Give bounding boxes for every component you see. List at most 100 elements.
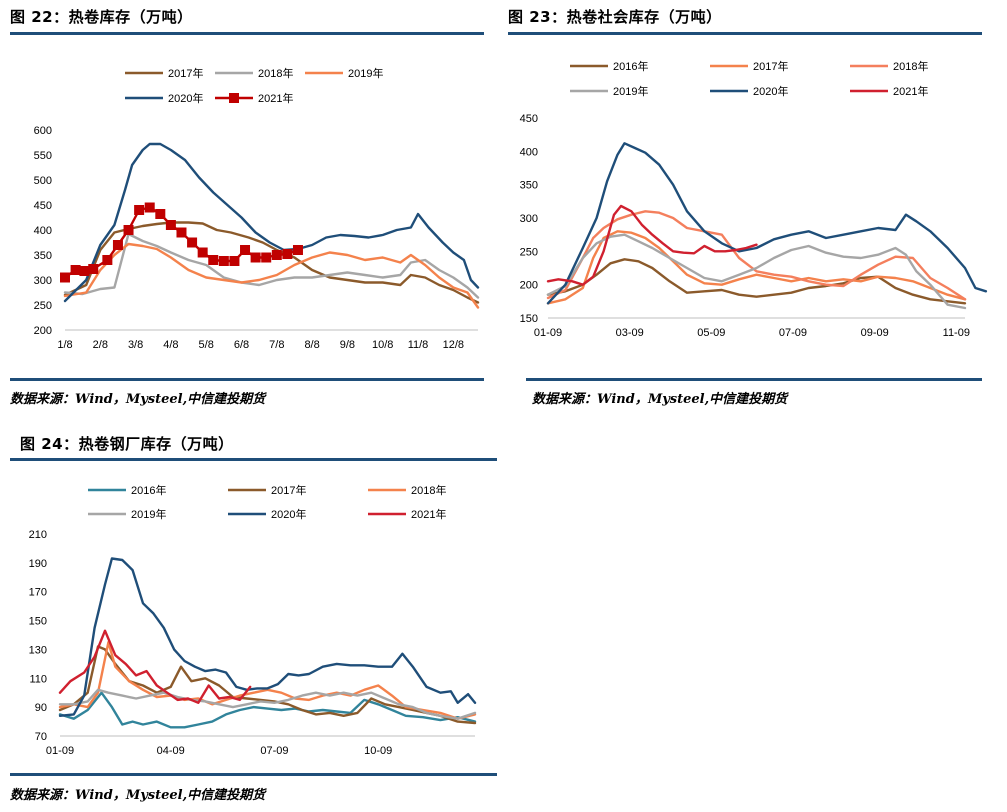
figure-22-rule <box>10 32 484 35</box>
legend-label-2019年: 2019年 <box>131 507 166 521</box>
legend-label-2018年: 2018年 <box>258 66 293 80</box>
series-line-2018年 <box>546 210 967 301</box>
y-tick-label: 250 <box>520 246 538 258</box>
series-line-2021年 <box>546 204 758 286</box>
series-marker-2021年 <box>240 245 251 255</box>
series-line-2018年 <box>58 641 477 720</box>
x-tick-label: 9/8 <box>340 339 355 351</box>
y-tick-label: 550 <box>34 150 52 162</box>
series-line-2021年 <box>58 629 252 704</box>
legend-label-2018年: 2018年 <box>893 59 928 73</box>
legend-label-2020年: 2020年 <box>753 84 788 98</box>
legend-label-2021年: 2021年 <box>258 91 293 105</box>
x-tick-label: 7/8 <box>269 339 284 351</box>
hot-coil-mill-inventory-chart: 70 90 110 130 150 170 190 210 01-09 04-09 07-09 10-… <box>29 483 477 757</box>
legend-label-2016年: 2016年 <box>613 59 648 73</box>
series-marker-2021年 <box>229 256 240 266</box>
series-marker-2021年 <box>208 255 219 265</box>
series-line-2017年 <box>58 645 477 725</box>
series-marker-2021年 <box>282 249 293 259</box>
x-tick-label: 10-09 <box>364 745 392 757</box>
series-line-2016年 <box>546 258 967 305</box>
figure-24-rule <box>10 458 497 461</box>
series-marker-2021年 <box>144 202 155 213</box>
legend-label-2019年: 2019年 <box>348 66 383 80</box>
figure-22-bottom-rule <box>10 378 484 381</box>
series-marker-2021年 <box>187 237 198 248</box>
series-marker-2021年 <box>70 265 81 275</box>
y-tick-label: 400 <box>34 225 52 237</box>
legend-label-2020年: 2020年 <box>168 91 203 105</box>
y-tick-label: 210 <box>29 529 47 541</box>
legend-label-2018年: 2018年 <box>411 483 446 497</box>
legend-label-2021年: 2021年 <box>411 507 446 521</box>
series-line-2020年 <box>63 142 480 303</box>
figure-24-source: 数据来源：Wind，Mysteel,中信建投期货 <box>10 788 266 803</box>
series-marker-2021年 <box>79 266 90 276</box>
series-line-2016年 <box>58 691 477 729</box>
x-tick-label: 07-09 <box>779 327 807 339</box>
legend-label-2021年: 2021年 <box>893 84 928 98</box>
series-marker-2021年 <box>292 245 303 255</box>
y-tick-label: 300 <box>520 213 538 225</box>
y-tick-label: 400 <box>520 146 538 158</box>
figure-24-bottom-rule <box>10 773 497 776</box>
figure-24-title: 图 24：热卷钢厂库存（万吨） <box>20 435 234 453</box>
x-tick-label: 11/8 <box>408 339 429 351</box>
y-tick-label: 200 <box>520 280 538 292</box>
series-marker-2021年 <box>250 252 261 263</box>
y-tick-label: 350 <box>520 180 538 192</box>
y-tick-label: 150 <box>520 313 538 325</box>
series-marker-2021年 <box>88 264 99 274</box>
x-tick-label: 2/8 <box>93 339 108 351</box>
series-marker-2021年 <box>261 252 272 263</box>
x-tick-label: 07-09 <box>260 745 288 757</box>
x-tick-label: 12/8 <box>443 339 464 351</box>
series-marker-2021年 <box>60 272 70 283</box>
series-line-2017年 <box>63 221 480 304</box>
series-marker-2021年 <box>197 247 208 258</box>
figure-23-source: 数据来源：Wind，Mysteel,中信建投期货 <box>532 392 788 407</box>
legend-marker-2021年 <box>229 93 239 103</box>
y-tick-label: 600 <box>34 125 52 137</box>
x-tick-label: 01-09 <box>46 745 74 757</box>
y-tick-label: 150 <box>29 616 47 628</box>
x-tick-label: 10/8 <box>372 339 393 351</box>
x-tick-label: 5/8 <box>199 339 214 351</box>
series-marker-2021年 <box>112 240 123 250</box>
x-tick-label: 3/8 <box>128 339 143 351</box>
y-tick-label: 450 <box>34 200 52 212</box>
series-marker-2021年 <box>165 220 176 230</box>
y-tick-label: 170 <box>29 587 47 599</box>
legend-label-2016年: 2016年 <box>131 483 166 497</box>
legend-label-2017年: 2017年 <box>753 59 788 73</box>
legend-label-2020年: 2020年 <box>271 507 306 521</box>
x-tick-label: 11-09 <box>943 327 970 339</box>
y-tick-label: 300 <box>34 275 52 287</box>
legend-label-2019年: 2019年 <box>613 84 648 98</box>
y-tick-label: 200 <box>34 325 52 337</box>
y-tick-label: 190 <box>29 558 47 570</box>
y-tick-label: 450 <box>520 113 538 125</box>
legend-label-2017年: 2017年 <box>271 483 306 497</box>
series-line-2019年 <box>546 233 967 310</box>
y-tick-label: 250 <box>34 300 52 312</box>
hot-coil-social-inventory-chart: 150 200 250 300 350 400 450 01-09 03-09 05-09 07-0… <box>520 59 988 339</box>
x-tick-label: 8/8 <box>304 339 319 351</box>
series-marker-2021年 <box>102 255 113 265</box>
hot-coil-inventory-chart: 200 250 300 350 400 450 500 550 600 1/8 2/8 3/8 4/8 5… <box>34 66 480 351</box>
series-marker-2021年 <box>218 256 229 266</box>
figure-22-title: 图 22：热卷库存（万吨） <box>10 8 193 26</box>
y-tick-label: 350 <box>34 250 52 262</box>
series-line-2019年 <box>58 688 477 720</box>
x-tick-label: 05-09 <box>697 327 725 339</box>
series-line-2019年 <box>63 242 480 309</box>
series-marker-2021年 <box>123 225 134 235</box>
x-tick-label: 04-09 <box>157 745 185 757</box>
series-line-2020年 <box>58 557 477 717</box>
x-tick-label: 09-09 <box>861 327 889 339</box>
x-tick-label: 1/8 <box>57 339 72 351</box>
series-line-2020年 <box>546 142 988 305</box>
series-marker-2021年 <box>176 227 187 238</box>
series-marker-2021年 <box>134 205 145 215</box>
